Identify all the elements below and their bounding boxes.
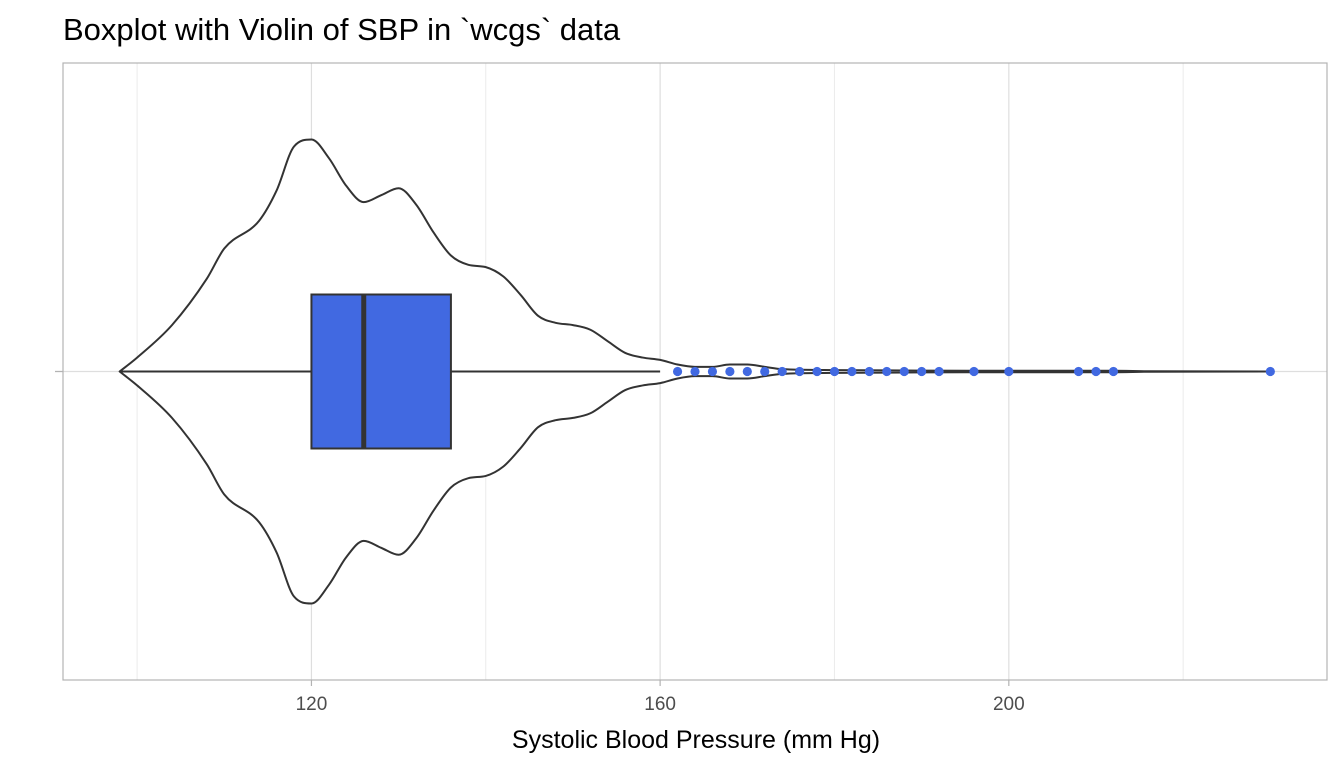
outlier-layer (672, 366, 1275, 377)
outlier-point (1091, 366, 1101, 377)
outlier-point (934, 366, 944, 377)
outlier-point (882, 366, 892, 377)
chart-title: Boxplot with Violin of SBP in `wcgs` dat… (63, 12, 621, 47)
outlier-point (742, 366, 752, 377)
outlier-point (812, 366, 822, 377)
outlier-point (725, 366, 735, 377)
outlier-point (690, 366, 700, 377)
outlier-point (1265, 366, 1275, 377)
outlier-point (864, 366, 874, 377)
outlier-point (777, 366, 787, 377)
x-tick-label: 160 (644, 694, 676, 715)
iqr-box (310, 293, 452, 450)
outlier-point (899, 366, 909, 377)
x-tick-label: 200 (993, 694, 1025, 715)
x-axis-title: Systolic Blood Pressure (mm Hg) (512, 726, 880, 754)
outlier-point (1073, 366, 1084, 377)
outlier-point (672, 366, 683, 377)
outlier-point (829, 366, 840, 377)
outlier-point (707, 366, 718, 377)
outlier-point (1004, 366, 1014, 377)
outlier-point (847, 366, 857, 377)
outlier-point (917, 366, 927, 377)
outlier-point (969, 366, 979, 377)
boxplot-layer (119, 293, 661, 450)
outlier-point (760, 366, 770, 377)
x-tick-label: 120 (296, 694, 328, 715)
outlier-point (1108, 366, 1119, 377)
x-axis: 120 160 200 (55, 370, 1025, 715)
outlier-point (795, 366, 805, 377)
